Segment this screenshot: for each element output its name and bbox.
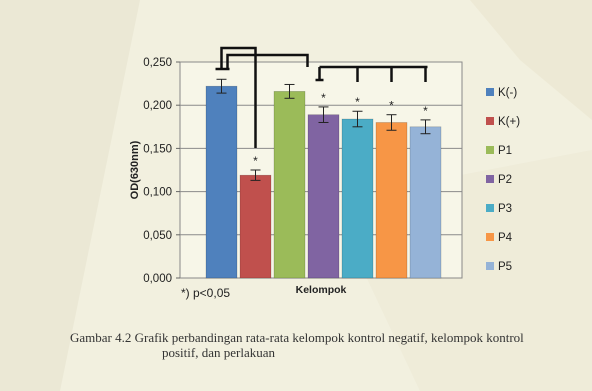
legend-swatch: [486, 204, 494, 212]
legend-swatch: [486, 262, 494, 270]
bar-P2: [307, 114, 340, 279]
legend-entry: P5: [498, 261, 512, 273]
figure-caption: Gambar 4.2 Grafik perbandingan rata-rata…: [70, 330, 575, 360]
bar-K(-): [205, 85, 238, 279]
y-axis-label: OD(630nm): [129, 140, 141, 199]
y-tick-label: 0,150: [143, 143, 172, 155]
legend-swatch: [486, 233, 494, 241]
legend-entry: P2: [498, 174, 512, 186]
bar-P1: [273, 91, 306, 279]
legend-swatch: [486, 146, 494, 154]
bar-K(+): [239, 174, 272, 279]
significance-star: *: [321, 91, 326, 105]
significance-star: *: [423, 104, 428, 118]
significance-star: *: [355, 95, 360, 109]
legend-swatch: [486, 175, 494, 183]
y-tick-label: 0,100: [143, 187, 172, 199]
y-tick-label: 0,200: [143, 100, 172, 112]
bracket-kneg-kpos: [220, 46, 257, 148]
caption-line-1: Gambar 4.2 Grafik perbandingan rata-rata…: [70, 330, 524, 345]
bar-P4: [375, 122, 408, 279]
y-tick-label: 0,000: [143, 273, 172, 285]
bracket-kneg-groups: [226, 53, 309, 69]
significance-footnote: *) p<0,05: [181, 286, 230, 300]
y-tick-label: 0,250: [143, 57, 172, 69]
legend-entry: K(+): [498, 116, 520, 128]
bar-P3: [341, 118, 374, 279]
legend-entry: P1: [498, 145, 512, 157]
significance-star: *: [253, 154, 258, 168]
caption-line-2: positif, dan perlakuan: [162, 345, 275, 360]
bar-chart: 0,000 0,050 0,100 0,150 0,200 0,250 * * * * * OD(63…: [129, 46, 520, 300]
legend-entry: P4: [498, 232, 513, 244]
legend-entry: K(-): [498, 87, 517, 99]
significance-star: *: [389, 99, 394, 113]
y-tick-label: 0,050: [143, 230, 172, 242]
legend-swatch: [486, 117, 494, 125]
legend-swatch: [486, 88, 494, 96]
x-axis-label: Kelompok: [296, 284, 347, 296]
bar-P5: [409, 126, 442, 279]
legend-entry: P3: [498, 203, 512, 215]
